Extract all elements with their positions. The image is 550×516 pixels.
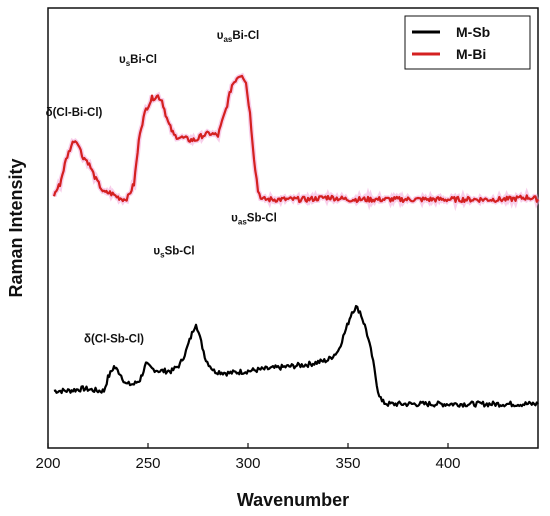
peak-annotation: υasBi-Cl — [217, 30, 259, 44]
legend: M-Sb M-Bi — [404, 15, 531, 70]
x-tick-label: 400 — [435, 455, 460, 472]
legend-label-m-sb: M-Sb — [456, 24, 490, 40]
x-axis-title: Wavenumber — [237, 490, 349, 510]
x-axis-ticks: 200 250 300 350 400 — [35, 443, 461, 472]
plot-frame — [47, 7, 539, 449]
peak-annotation: υsSb-Cl — [153, 245, 194, 259]
x-tick-label: 350 — [335, 455, 360, 472]
series-line-m-sb — [53, 304, 539, 408]
series-layer — [51, 72, 541, 408]
peak-annotations: δ(Cl-Bi-Cl) υsBi-Cl υasBi-Cl υasSb-Cl υsSb-C… — [46, 30, 277, 346]
legend-box — [404, 15, 531, 70]
legend-label-m-bi: M-Bi — [456, 46, 486, 62]
peak-annotation: υasSb-Cl — [231, 212, 277, 226]
x-tick-label: 200 — [35, 455, 60, 472]
series-line-m-bi — [52, 74, 539, 204]
y-axis-title: Raman Intensity — [6, 158, 26, 297]
peak-annotation: δ(Cl-Sb-Cl) — [84, 333, 144, 345]
x-tick-label: 300 — [235, 455, 260, 472]
peak-annotation: δ(Cl-Bi-Cl) — [46, 107, 103, 119]
x-tick-label: 250 — [135, 455, 160, 472]
peak-annotation: υsBi-Cl — [119, 54, 157, 68]
